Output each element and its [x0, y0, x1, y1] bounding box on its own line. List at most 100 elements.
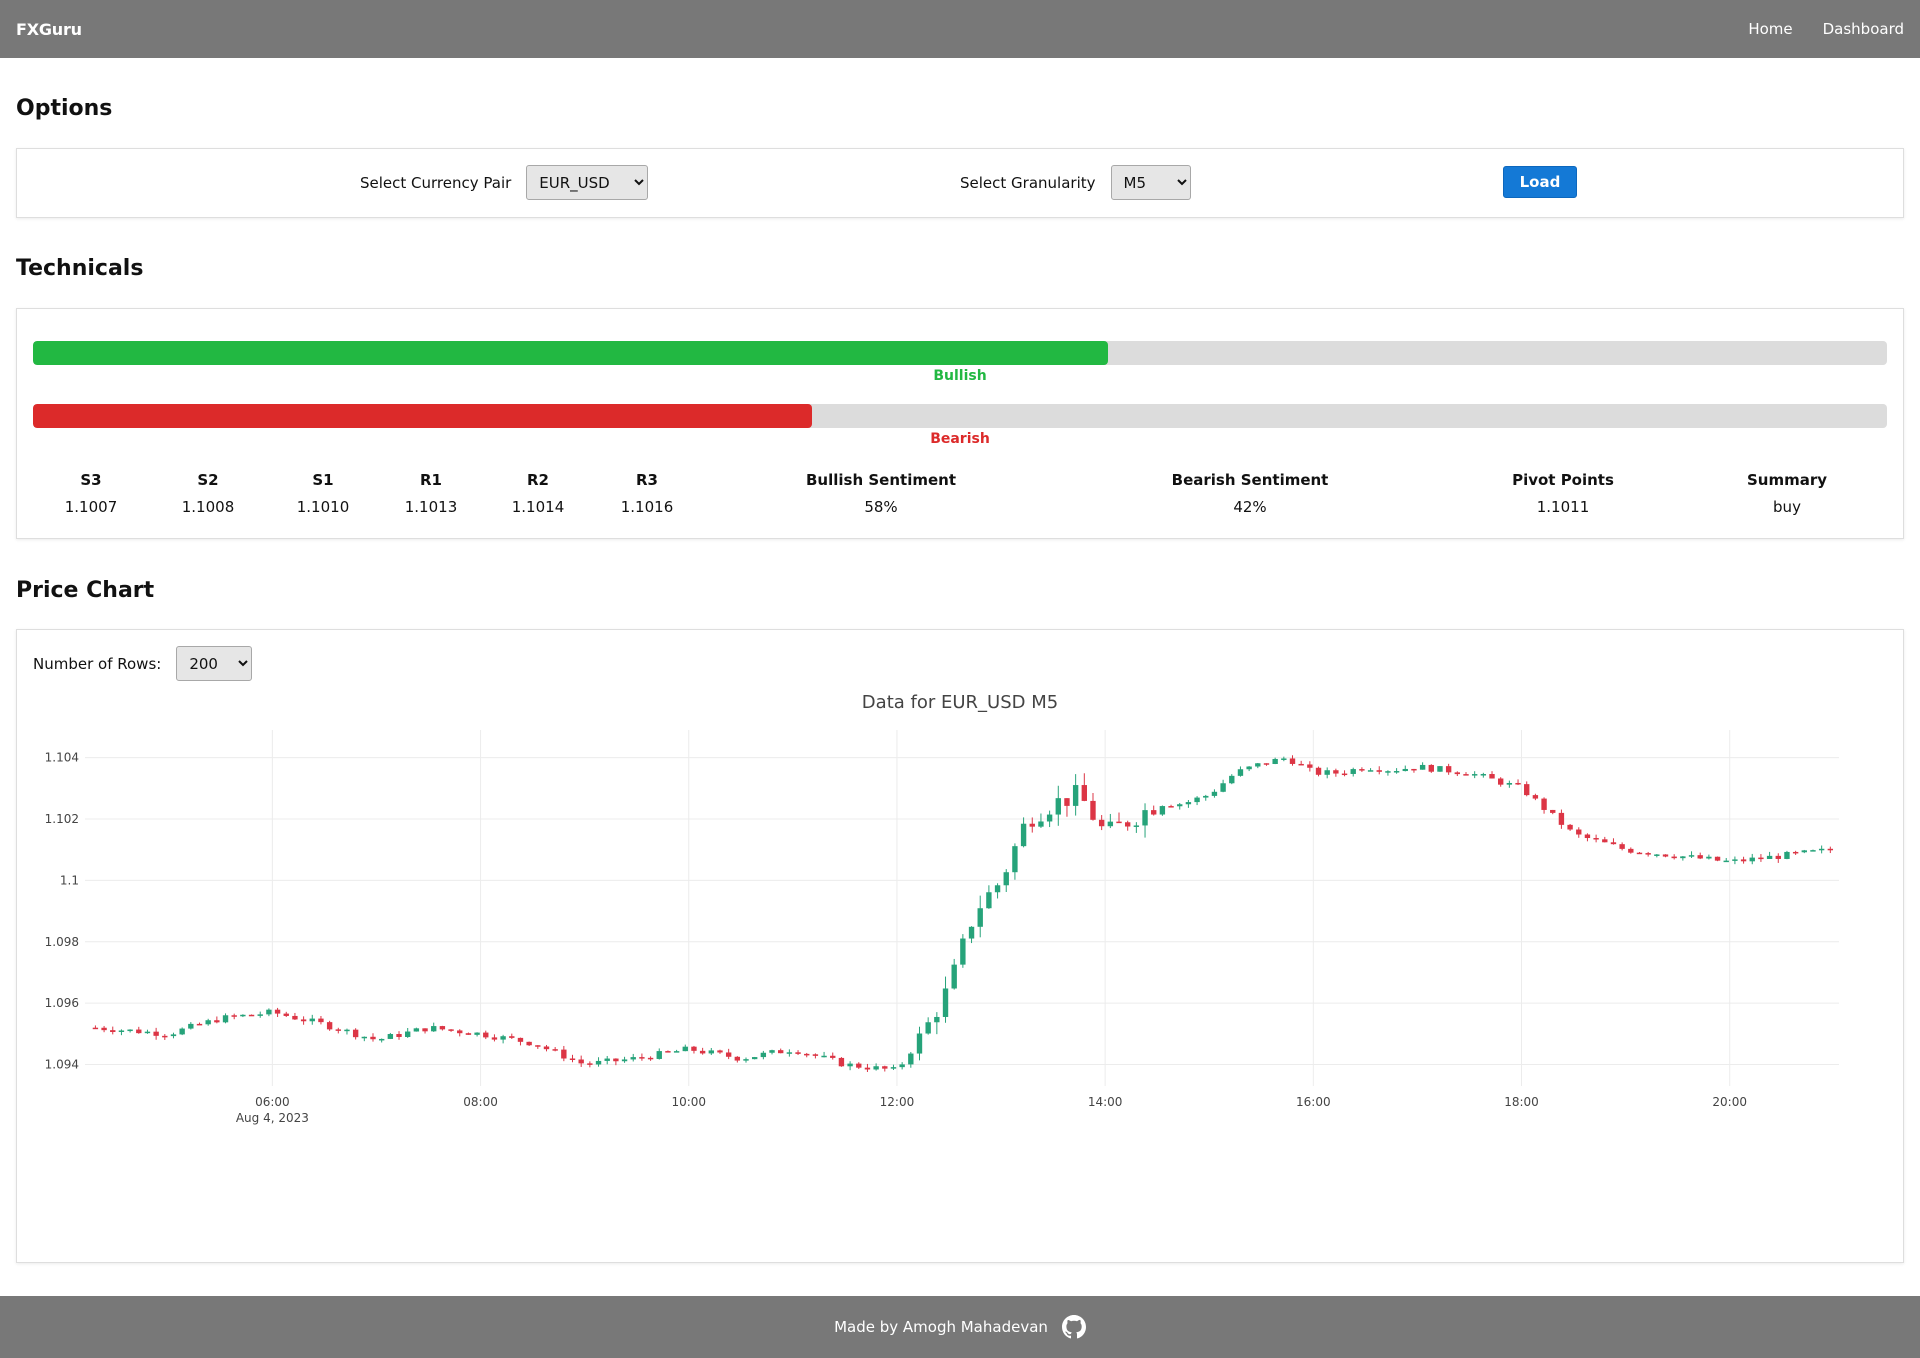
- candle-body: [682, 1046, 688, 1052]
- candle-body: [136, 1029, 142, 1034]
- candle-body: [1784, 851, 1790, 859]
- candle-body: [1020, 823, 1027, 847]
- candle-body: [1246, 766, 1252, 770]
- candle-body: [1445, 766, 1452, 773]
- candle-body: [977, 908, 983, 927]
- candle-body: [873, 1066, 879, 1070]
- bearish-label: Bearish: [930, 431, 990, 447]
- price-chart-card: Number of Rows: 200 Data for EUR_USD M5 …: [16, 629, 1904, 1263]
- candle-body: [578, 1059, 584, 1064]
- candle-body: [1324, 770, 1330, 775]
- stat-value: 1.1007: [64, 498, 118, 516]
- candle-body: [1072, 785, 1079, 806]
- candle-body: [847, 1063, 853, 1067]
- technicals-card: Bullish Bearish S3 1.1007 S2 1.1008 S1 1…: [16, 308, 1904, 539]
- candle-body: [292, 1015, 298, 1020]
- candle-body: [92, 1027, 99, 1030]
- candle-body: [734, 1056, 741, 1061]
- rows-label: Number of Rows:: [33, 654, 162, 673]
- stat-pivot-points: Pivot Points 1.1011: [1512, 471, 1614, 516]
- candle-body: [960, 938, 966, 965]
- candle-body: [431, 1026, 437, 1032]
- candle-body: [821, 1055, 827, 1058]
- candle-body: [1628, 848, 1634, 853]
- candle-body: [673, 1051, 680, 1053]
- candle-body: [1602, 839, 1608, 843]
- candle-body: [708, 1050, 714, 1054]
- granularity-select[interactable]: M5: [1110, 165, 1191, 200]
- nav-link-dashboard[interactable]: Dashboard: [1822, 20, 1904, 38]
- x-tick-label: 10:00: [671, 1095, 706, 1109]
- candle-body: [543, 1046, 550, 1050]
- candle-body: [925, 1022, 931, 1034]
- candle-body: [1341, 773, 1348, 776]
- candle-body: [1237, 769, 1244, 776]
- candle-body: [1350, 769, 1356, 774]
- candle-body: [1532, 795, 1539, 799]
- candle-body: [760, 1052, 767, 1058]
- candle-body: [1688, 855, 1695, 857]
- stat-header: S2: [197, 471, 219, 489]
- candle-body: [1680, 856, 1686, 859]
- candle-body: [561, 1049, 567, 1059]
- nav-link-home[interactable]: Home: [1748, 20, 1793, 38]
- rows-control: Number of Rows: 200: [33, 646, 253, 681]
- currency-pair-group: Select Currency Pair EUR_USD: [360, 165, 649, 200]
- x-tick-label: 12:00: [880, 1095, 915, 1109]
- candle-body: [613, 1058, 619, 1062]
- candle-body: [1315, 767, 1322, 775]
- candle-body: [882, 1066, 888, 1069]
- stat-r1: R1 1.1013: [405, 471, 458, 516]
- bullish-progress-fill: [33, 341, 1109, 365]
- stat-bearish-sentiment: Bearish Sentiment 42%: [1172, 471, 1329, 516]
- options-title: Options: [16, 96, 113, 121]
- load-button[interactable]: Load: [1503, 166, 1577, 198]
- chart-grid: [85, 730, 1839, 1086]
- brand-logo[interactable]: FXGuru: [16, 19, 82, 39]
- stat-header: Bullish Sentiment: [806, 471, 956, 489]
- candle-body: [222, 1015, 229, 1023]
- candle-body: [725, 1052, 732, 1057]
- candle-body: [769, 1050, 775, 1053]
- stat-header: S1: [312, 471, 334, 489]
- granularity-group: Select Granularity M5: [960, 165, 1191, 200]
- stat-value: 42%: [1233, 498, 1267, 516]
- candle-body: [812, 1054, 819, 1056]
- bearish-progress-fill: [33, 404, 812, 428]
- candle-body: [378, 1038, 385, 1041]
- candle-body: [1194, 797, 1200, 803]
- candle-body: [526, 1041, 532, 1046]
- candle-body: [717, 1050, 723, 1053]
- nav-links: Home Dashboard: [1748, 20, 1904, 38]
- currency-pair-select[interactable]: EUR_USD: [526, 165, 649, 200]
- candle-body: [1654, 854, 1660, 856]
- bullish-progress-bar: [33, 341, 1887, 365]
- candle-body: [1550, 809, 1556, 813]
- bullish-label: Bullish: [933, 368, 987, 384]
- candle-body: [396, 1034, 402, 1037]
- candle-body: [691, 1046, 697, 1051]
- candle-body: [1185, 802, 1192, 805]
- github-icon[interactable]: [1061, 1315, 1086, 1339]
- candle-body: [1064, 798, 1070, 806]
- candle-body: [595, 1060, 602, 1065]
- candle-body: [1263, 763, 1270, 765]
- candle-body: [1142, 810, 1148, 826]
- rows-select[interactable]: 200: [176, 646, 253, 681]
- candle-body: [318, 1018, 324, 1023]
- candle-body: [699, 1050, 706, 1054]
- candle-body: [1749, 857, 1755, 862]
- candle-body: [1289, 758, 1296, 764]
- candle-body: [1419, 764, 1426, 770]
- candle-body: [300, 1019, 307, 1022]
- candle-body: [1610, 842, 1617, 845]
- candle-body: [1177, 804, 1183, 807]
- candlestick-chart[interactable]: Data for EUR_USD M5 1.0941.0961.0981.11.…: [17, 630, 1903, 1262]
- candle-body: [908, 1053, 914, 1065]
- candle-body: [274, 1009, 281, 1014]
- candle-body: [778, 1050, 784, 1054]
- candle-body: [248, 1014, 255, 1017]
- candle-body: [1619, 844, 1625, 849]
- candle-body: [422, 1028, 428, 1032]
- candle-body: [118, 1030, 125, 1032]
